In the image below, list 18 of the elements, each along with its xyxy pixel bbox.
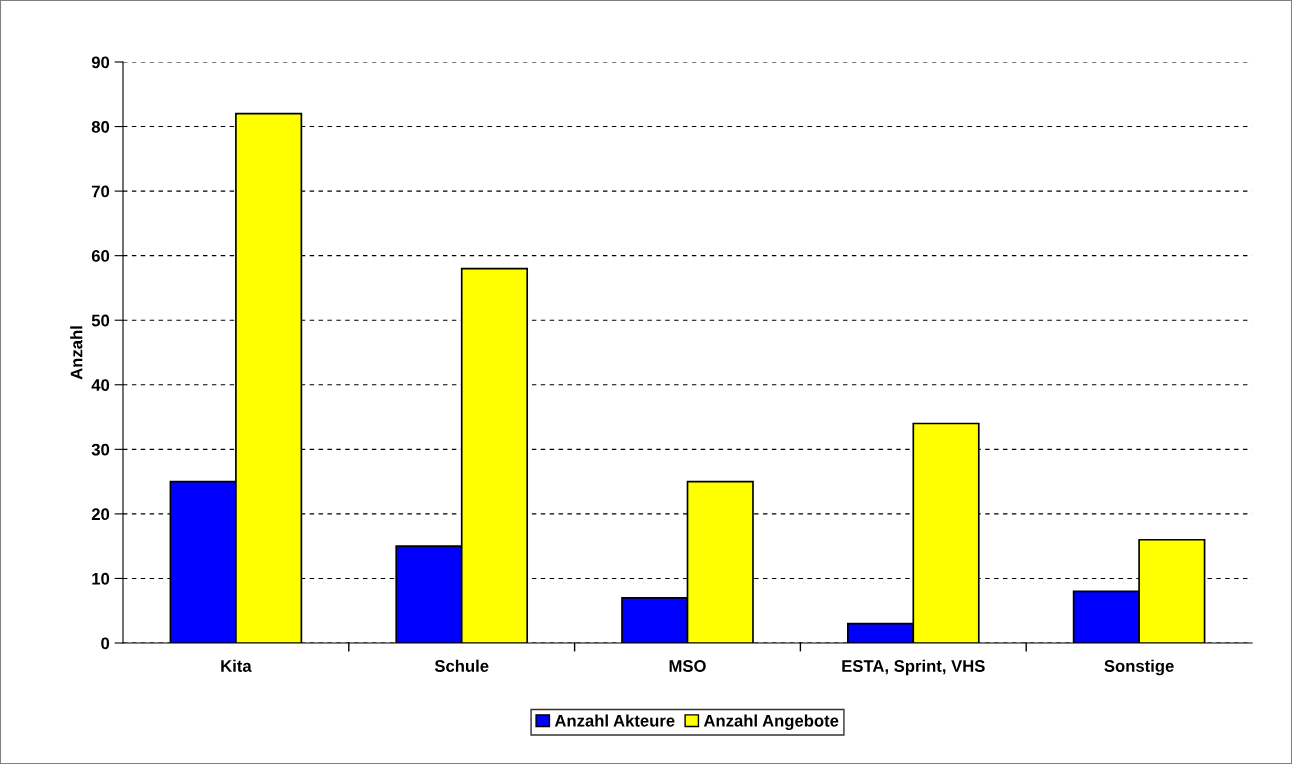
y-tick-label: 10 [92, 572, 110, 585]
y-tick-label: 40 [91, 379, 110, 391]
y-tick-label: 70 [91, 185, 110, 198]
y-tick-label: 90 [91, 56, 110, 69]
y-tick-label: 60 [91, 250, 110, 262]
y-tick-label: 20 [91, 508, 110, 521]
legend-label: Anzahl Akteure [554, 714, 675, 727]
y-tick-label: 50 [91, 314, 110, 327]
x-tick-label: Kita [221, 659, 252, 672]
legend-label: Anzahl Angebote [703, 714, 839, 731]
x-tick-label: MSO [669, 660, 706, 672]
y-axis-title: Anzahl [70, 326, 83, 380]
y-tick-label: 0 [101, 637, 110, 650]
x-tick-label: Sonstige [1104, 659, 1174, 676]
x-tick-label: Schule [434, 659, 489, 672]
y-tick-label: 30 [91, 443, 110, 456]
x-tick-label: ESTA, Sprint, VHS [842, 659, 985, 676]
y-tick-label: 80 [91, 120, 110, 133]
